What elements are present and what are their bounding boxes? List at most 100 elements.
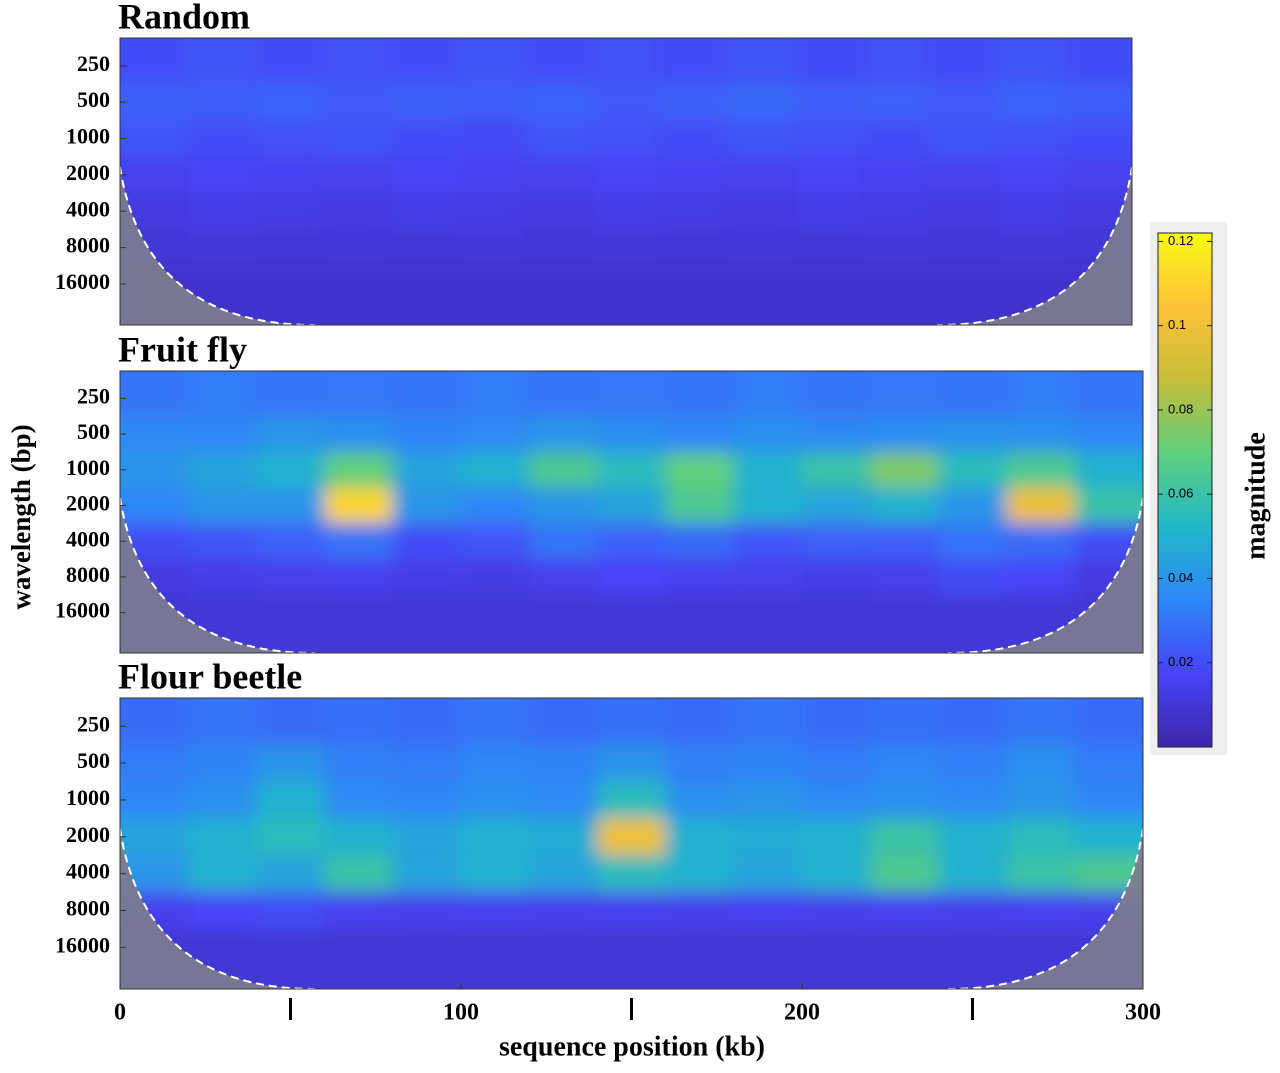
heat-cell	[597, 855, 666, 893]
heat-cell	[524, 265, 593, 325]
heat-cell	[461, 594, 530, 653]
heat-cell	[322, 156, 390, 194]
heat-cell	[256, 928, 325, 989]
heat-cell	[1064, 120, 1132, 157]
heat-cell	[461, 928, 530, 989]
heat-cell	[794, 229, 863, 266]
heat-cell	[938, 594, 1007, 653]
y-tick-label: 8000	[66, 896, 110, 921]
x-tick-label: 200	[784, 1000, 820, 1026]
heat-cell	[597, 818, 666, 856]
heat-cell	[938, 744, 1007, 782]
heat-cell	[529, 698, 598, 745]
y-tick-label: 500	[77, 87, 110, 112]
heat-cell	[997, 120, 1065, 157]
heat-cell	[659, 38, 728, 85]
heat-cell	[529, 781, 598, 819]
heat-cell	[392, 781, 461, 819]
colorbar-tick-label: 0.1	[1168, 317, 1186, 332]
heat-cell	[597, 371, 666, 417]
heat-cell	[659, 156, 728, 194]
heat-cell	[461, 559, 530, 595]
heat-cell	[938, 781, 1007, 819]
heat-cell	[733, 855, 802, 893]
y-tick-label: 2000	[66, 160, 110, 185]
heat-cell	[794, 120, 863, 157]
heat-cell	[524, 156, 593, 194]
heat-cell	[802, 371, 871, 417]
heat-cell	[870, 523, 939, 560]
heat-cell	[1064, 193, 1132, 230]
heat-cell	[524, 229, 593, 266]
heat-cell	[870, 892, 939, 929]
heat-cell	[120, 451, 189, 488]
heat-cell	[120, 818, 189, 856]
heat-cell	[461, 892, 530, 929]
heat-cell	[457, 156, 525, 194]
heat-cell	[727, 229, 795, 266]
heat-cell	[120, 120, 188, 157]
heat-cell	[592, 265, 660, 325]
y-tick-label: 250	[77, 383, 110, 408]
heat-cell	[120, 84, 188, 121]
heat-cell	[120, 156, 188, 194]
heat-cell	[120, 698, 189, 745]
y-tick-label: 500	[77, 748, 110, 773]
heat-cell	[802, 928, 871, 989]
heat-cell	[187, 120, 255, 157]
heat-cell	[1074, 416, 1143, 452]
heat-cell	[529, 559, 598, 595]
heat-cell	[324, 698, 393, 745]
heat-cell	[254, 229, 323, 266]
heat-cell	[597, 744, 666, 782]
x-tick-label: 100	[443, 1000, 479, 1026]
heat-cell	[1074, 487, 1143, 524]
heat-cell	[256, 416, 325, 452]
heat-cell	[120, 371, 189, 417]
heat-cell	[592, 193, 660, 230]
heat-cell	[324, 855, 393, 893]
heat-cell	[938, 698, 1007, 745]
heat-cell	[794, 38, 863, 85]
heat-cell	[188, 818, 257, 856]
heat-cell	[727, 84, 795, 121]
heat-cell	[392, 594, 461, 653]
heatmap-cells	[120, 38, 1132, 325]
heat-cell	[938, 818, 1007, 856]
coi-line	[120, 166, 316, 325]
heat-cell	[120, 855, 189, 893]
heat-cell	[392, 451, 461, 488]
heat-cell	[457, 120, 525, 157]
heat-cell	[802, 487, 871, 524]
y-tick-label: 250	[77, 711, 110, 736]
heat-cell	[733, 559, 802, 595]
heat-cell	[1064, 156, 1132, 194]
y-tick-label: 16000	[55, 598, 110, 623]
heat-cell	[733, 594, 802, 653]
heat-cell	[324, 892, 393, 929]
heat-cell	[392, 523, 461, 560]
heat-cell	[524, 120, 593, 157]
heat-cell	[461, 416, 530, 452]
heat-cell	[457, 265, 525, 325]
heat-cell	[188, 892, 257, 929]
heat-cell	[597, 487, 666, 524]
heat-cell	[256, 855, 325, 893]
panel-frame	[119, 37, 1133, 326]
heat-cell	[727, 120, 795, 157]
heat-cell	[524, 84, 593, 121]
heat-cell	[529, 855, 598, 893]
heat-cell	[389, 265, 458, 325]
heat-cell	[389, 193, 458, 230]
heat-cell	[457, 229, 525, 266]
heat-cell	[938, 559, 1007, 595]
heat-cell	[862, 84, 930, 121]
coi-shade	[948, 497, 1143, 653]
heat-cell	[256, 523, 325, 560]
y-tick-label: 16000	[55, 269, 110, 294]
heat-cell	[188, 523, 257, 560]
heat-cell	[870, 487, 939, 524]
heatmap-cells	[120, 371, 1143, 653]
heat-cell	[187, 229, 255, 266]
heat-cell	[461, 855, 530, 893]
